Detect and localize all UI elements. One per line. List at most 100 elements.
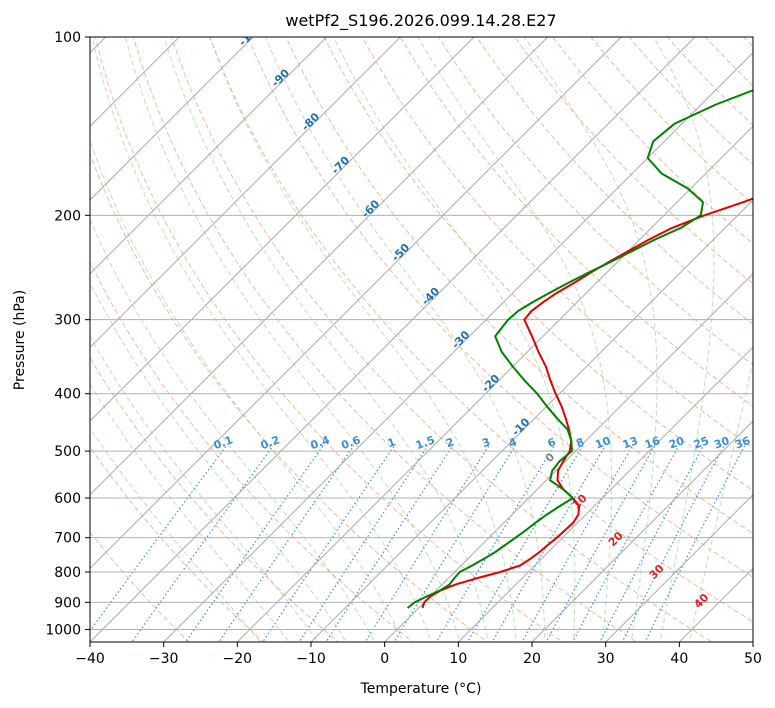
dry-adiabat-line [755,10,775,654]
axes: −40 −30 −20 −10 0 10 20 30 40 5010009008007006005… [45,30,762,667]
mixing-ratio-line [599,445,704,642]
x-tick-label: −10 [296,651,326,667]
dry-adiabat-line [285,37,753,535]
mixing-ratio-label: 30 [712,434,731,452]
mixing-ratio-label: 36 [733,434,752,452]
mixing-ratio-line [325,445,454,642]
x-tick-label: −20 [223,651,253,667]
mixing-ratio-label: 0.1 [212,433,235,452]
profile-lines [406,89,753,609]
dewpoint-profile-line [406,89,753,609]
mixing-ratio-label: 6 [546,435,558,450]
isotherm-line [678,567,753,642]
isotherm-label: -50 [389,241,412,264]
mixing-ratio-label: 1 [386,435,398,450]
mixing-ratio-label: 1.5 [414,433,437,452]
dry-adiabat-line [132,37,638,642]
moist-adiabat-line [90,281,347,642]
y-tick-label: 300 [54,313,81,329]
mixing-ratio-label: 0.4 [309,433,332,452]
x-axis-label: Temperature (°C) [360,681,482,697]
y-tick-label: 400 [54,387,81,403]
mixing-ratio-line [90,445,227,632]
isotherm-line [0,10,59,654]
dry-adiabat-label: 20 [606,529,626,549]
mixing-ratio-label: 0.2 [259,433,282,452]
mixing-ratio-line [262,445,395,642]
isotherm-label: -30 [449,328,472,351]
y-tick-label: 100 [54,30,81,46]
temperature-profile-line [421,197,753,609]
y-tick-label: 900 [54,595,81,611]
y-tick-label: 500 [54,444,81,460]
dry-adiabat-line [90,152,489,642]
moist-adiabat-line [209,37,518,642]
mixing-ratio-label: 13 [621,434,640,451]
dry-adiabat-line [361,37,753,449]
moist-adiabat-line [90,383,290,642]
mixing-ratio-label: 8 [574,435,586,450]
y-tick-label: 800 [54,565,81,581]
plot-frame [89,36,754,643]
mixing-ratio-label: 4 [507,435,519,450]
x-tick-label: 50 [744,651,762,667]
dry-adiabat-line [590,37,753,205]
moist-adiabat-line [265,37,546,642]
y-tick-label: 700 [54,531,81,547]
isotherm-label: -20 [479,372,502,395]
mixing-ratio-label: 2 [444,435,456,450]
mixing-ratio-line [185,445,324,642]
isotherm-line [90,37,254,201]
mixing-ratio-label: 20 [667,434,686,452]
y-tick-label: 1000 [45,622,81,638]
x-tick-label: 30 [597,651,615,667]
isotherm-line [604,493,753,642]
dry-adiabat-label: 30 [647,562,667,582]
moist-adiabat-line [90,217,376,642]
isotherm-line [90,37,181,128]
moist-adiabat-line [524,37,658,642]
isotherm-line [90,37,328,275]
moist-adiabat-line [125,37,461,642]
dry-adiabat-line [170,37,713,642]
isotherm-line [752,641,753,642]
mixing-ratio-line [466,445,584,642]
moist-adiabat-line [417,37,612,642]
dry-adiabat-line [90,356,339,642]
mixing-ratio-label: 0.6 [340,433,363,452]
isotherm-label: -80 [299,110,322,133]
x-tick-label: 10 [449,651,467,667]
dry-adiabat-line [742,37,753,48]
dry-adiabat-line [514,37,753,285]
isotherm-label: -70 [329,154,352,177]
moist-adiabat-line [91,37,432,642]
x-tick-label: 20 [523,651,541,667]
mixing-ratio-line [393,445,516,642]
isotherm-label: -60 [359,197,382,220]
isotherm-line [383,272,753,642]
x-tick-label: 40 [670,651,688,667]
moist-adiabat-line [90,138,404,642]
isotherm-line [457,346,753,642]
isotherm-line [90,37,402,349]
isotherm-label: -40 [419,284,442,307]
background-lines [90,10,775,654]
moist-adiabat-line [653,37,715,642]
isotherm-line [90,37,696,642]
dry-adiabat-line [90,446,265,642]
x-tick-label: −40 [75,651,105,667]
mixing-ratio-label: 10 [593,434,612,452]
chart-title: wetPf2_S196.2026.099.14.28.E27 [285,11,556,31]
mixing-ratio-label: 3 [480,435,492,450]
gridlines [0,10,753,654]
mixing-ratio-line [298,445,429,642]
mixing-ratio-line [621,445,725,642]
mixing-ratio-line [435,445,555,642]
dry-adiabat-line [399,37,753,407]
y-axis-label: Pressure (hPa) [12,290,28,390]
moist-adiabat-line [90,427,261,642]
isotherm-line [90,37,549,496]
moist-adiabat-line [688,358,753,642]
dry-adiabat-line [628,37,753,166]
